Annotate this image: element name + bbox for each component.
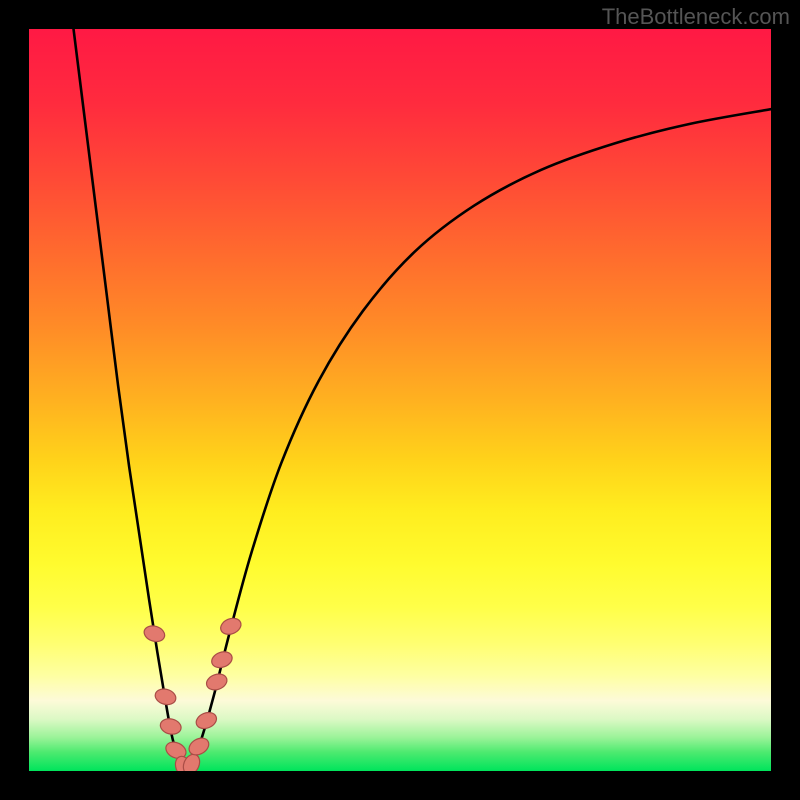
watermark-text: TheBottleneck.com: [602, 4, 790, 30]
plot-background: [29, 29, 771, 771]
chart-svg: [0, 0, 800, 800]
chart-root: TheBottleneck.com: [0, 0, 800, 800]
